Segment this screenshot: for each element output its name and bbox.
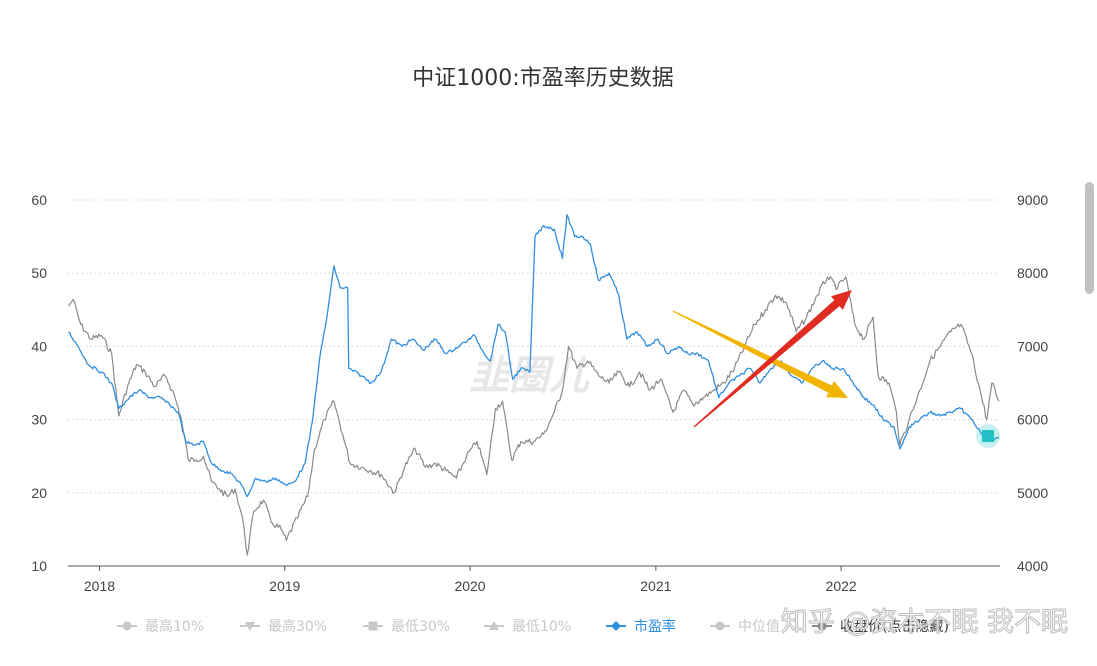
legend: 最高10% 最高30% 最低30% 最低10% 市盈率 中位值 收盘价(点击隐藏) [117,618,949,635]
legend-item[interactable]: 收盘价(点击隐藏) [812,618,949,635]
y-left-tick-label: 40 [31,338,47,354]
legend-label: 中位值 [738,619,780,635]
y-left-tick-label: 50 [31,265,47,281]
legend-label: 收盘价(点击隐藏) [840,618,949,635]
red-arrow [693,290,852,428]
page-scrollbar[interactable] [1085,182,1094,294]
x-tick-label: 2022 [826,578,857,594]
y-left-tick-label: 20 [31,485,47,501]
x-tick-label: 2020 [454,578,485,594]
grid-lines [68,199,1000,494]
y-right-tick-label: 4000 [1017,558,1048,574]
x-axis: 2018 2019 2020 2021 2022 [68,565,1000,594]
chart-title: 中证1000:市盈率历史数据 [412,66,673,91]
legend-item[interactable]: 最低30% [363,619,450,635]
x-tick-label: 2019 [269,578,300,594]
y-axis-right: 4000 5000 6000 7000 8000 9000 [1017,192,1048,574]
legend-square-icon [368,621,378,631]
y-left-tick-label: 10 [31,558,47,574]
watermark-text: 知乎 @资本不眠 我不眠 [781,607,1068,638]
latest-value-marker[interactable] [976,424,1000,448]
legend-circle-icon [715,621,725,631]
x-tick-label: 2021 [640,578,671,594]
legend-item[interactable]: 市盈率 [606,618,676,635]
pe-ratio-line [68,213,1000,498]
legend-label: 最低30% [391,619,450,635]
legend-item[interactable]: 最低10% [484,619,571,635]
y-right-tick-label: 6000 [1017,412,1048,428]
y-left-tick-label: 30 [31,412,47,428]
latest-value-square[interactable] [982,430,994,442]
legend-circle-icon [817,621,827,631]
y-right-tick-label: 9000 [1017,192,1048,208]
y-right-tick-label: 7000 [1017,338,1048,354]
legend-item[interactable]: 中位值 [710,619,780,635]
y-right-tick-label: 8000 [1017,265,1048,281]
annotation-arrows [672,290,852,428]
legend-triangle-down-icon [245,622,255,631]
legend-circle-icon [122,621,132,631]
legend-item[interactable]: 最高10% [117,618,204,635]
y-left-tick-label: 60 [31,192,47,208]
x-tick-label: 2018 [84,578,115,594]
series-group [68,213,1000,556]
legend-triangle-up-icon [489,621,499,630]
close-price-line [68,276,1000,556]
legend-label: 最高30% [268,618,327,635]
legend-label: 最高10% [145,618,204,635]
y-right-tick-label: 5000 [1017,485,1048,501]
y-axis-left: 10 20 30 40 50 60 [31,192,47,574]
legend-diamond-icon [611,621,621,631]
legend-item[interactable]: 最高30% [240,618,327,635]
legend-label: 市盈率 [634,618,676,635]
yellow-arrow [672,310,848,398]
legend-label: 最低10% [512,619,571,635]
